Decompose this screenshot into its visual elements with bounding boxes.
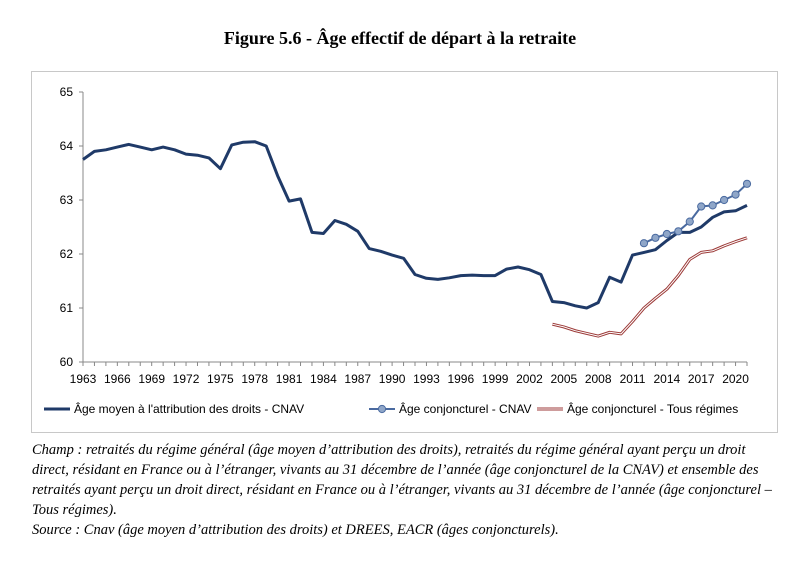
x-tick-label: 1996 (447, 372, 474, 386)
x-tick-label: 1981 (276, 372, 303, 386)
x-tick-label: 2017 (688, 372, 715, 386)
x-tick-label: 1978 (241, 372, 268, 386)
figure-title: Figure 5.6 - Âge effectif de départ à la… (223, 28, 577, 48)
legend-item-2-marker (377, 404, 387, 414)
chart-frame: 60 61 62 63 64 65 1963 1966 1969 1972 1975 1978 1981… (31, 71, 778, 433)
legend: Âge moyen à l'attribution des droits - C… (44, 401, 738, 416)
figure-notes: Champ : retraités du régime général (âge… (32, 440, 772, 540)
legend-item-1-label: Âge moyen à l'attribution des droits - C… (74, 401, 304, 416)
x-tick-label: 2020 (722, 372, 749, 386)
x-tick-label: 1975 (207, 372, 234, 386)
axes: 60 61 62 63 64 65 1963 1966 1969 1972 1975 1978 1981… (60, 85, 750, 386)
notes-champ: Champ : retraités du régime général (âge… (32, 442, 772, 518)
x-tick-label: 2005 (550, 372, 577, 386)
notes-source: Source : Cnav (âge moyen d’attribution d… (32, 522, 559, 538)
series-2-point (674, 227, 683, 236)
x-tick-label: 2008 (585, 372, 612, 386)
series-2-point (662, 229, 671, 239)
x-tick-label: 1966 (104, 372, 131, 386)
line-chart: 60 61 62 63 64 65 1963 1966 1969 1972 1975 1978 1981… (44, 85, 752, 416)
y-tick-label: 63 (60, 193, 74, 207)
x-tick-label: 1984 (310, 372, 337, 386)
x-tick-label: 2014 (654, 372, 681, 386)
series-1-line (82, 140, 748, 310)
series-3-line-inner (552, 237, 748, 337)
legend-item-2-label: Âge conjoncturel - CNAV (399, 401, 532, 416)
series-2-line (643, 183, 748, 245)
x-tick-label: 1963 (70, 372, 97, 386)
x-tick-label: 1993 (413, 372, 440, 386)
series-2-point (685, 217, 694, 226)
series-2-point (708, 201, 717, 210)
series-2-point (697, 202, 706, 211)
series-2-point (651, 233, 660, 242)
y-tick-label: 65 (60, 85, 74, 99)
series-2-point (742, 179, 752, 188)
x-tick-label: 2002 (516, 372, 543, 386)
series-2-point (720, 195, 729, 205)
series-lines (82, 140, 752, 338)
x-tick-label: 1969 (138, 372, 165, 386)
legend-item-3-label: Âge conjoncturel - Tous régimes (567, 401, 738, 416)
y-tick-label: 61 (60, 301, 74, 315)
x-tick-label: 1987 (344, 372, 371, 386)
y-tick-label: 64 (60, 139, 74, 153)
y-tick-label: 60 (60, 355, 74, 369)
x-tick-label: 1999 (482, 372, 509, 386)
x-tick-label: 2011 (620, 372, 646, 386)
x-tick-label: 1990 (379, 372, 406, 386)
series-2-point (731, 190, 740, 199)
series-2-point (639, 239, 649, 248)
x-tick-label: 1972 (173, 372, 200, 386)
y-tick-label: 62 (60, 247, 74, 261)
